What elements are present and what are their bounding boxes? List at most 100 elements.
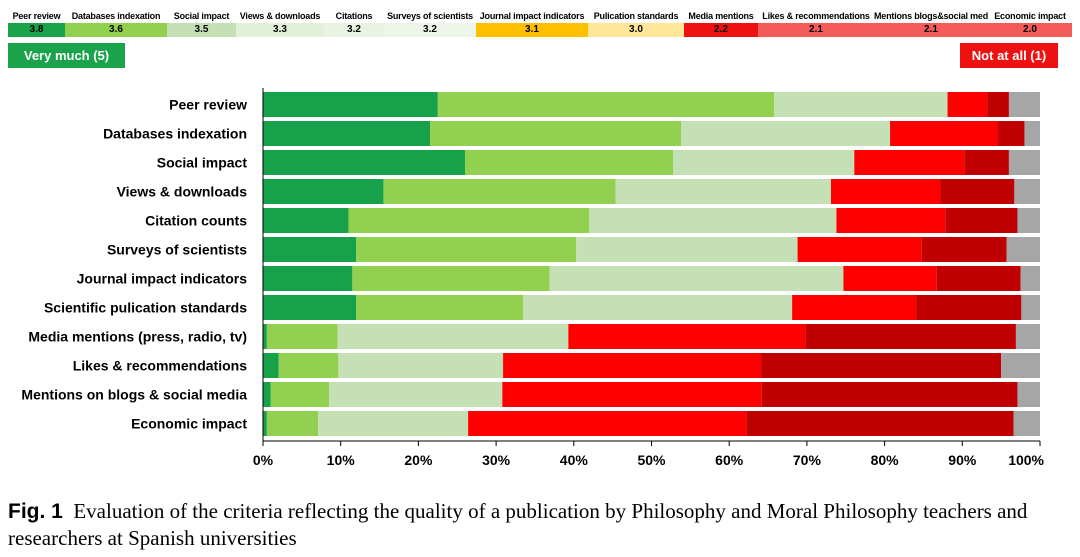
bar-segment bbox=[266, 324, 338, 349]
bar-segment bbox=[1001, 353, 1040, 378]
bar-segment bbox=[263, 353, 279, 378]
x-tick-label: 20% bbox=[404, 452, 433, 468]
bar-segment bbox=[1020, 266, 1040, 291]
bar-segment bbox=[263, 237, 357, 262]
category-label: Likes & recommendations bbox=[73, 358, 247, 374]
score-cell-name: Citations bbox=[335, 11, 373, 21]
bar-segment bbox=[318, 411, 469, 436]
score-cell-name: Mentions blogs&social media bbox=[874, 11, 988, 21]
bar-segment bbox=[1024, 121, 1040, 146]
x-tick-label: 70% bbox=[793, 452, 822, 468]
bar-segment bbox=[1017, 382, 1040, 407]
legend-not-at-all: Not at all (1) bbox=[960, 43, 1058, 68]
bar-segment bbox=[356, 237, 577, 262]
caption-text: Evaluation of the criteria reflecting th… bbox=[8, 499, 1028, 550]
bar-segment bbox=[263, 208, 349, 233]
bar-segment bbox=[1013, 411, 1040, 436]
score-strip: Peer review 3.8 Databases indexation 3.6 Soc… bbox=[8, 8, 1072, 38]
score-cell: Citations 3.2 bbox=[324, 8, 384, 38]
bar-segment bbox=[465, 150, 674, 175]
category-label: Mentions on blogs & social media bbox=[21, 387, 247, 403]
x-tick-label: 90% bbox=[948, 452, 977, 468]
legend-very-much: Very much (5) bbox=[8, 43, 125, 68]
score-cell: Views & downloads 3.3 bbox=[236, 8, 324, 38]
category-label: Social impact bbox=[157, 155, 248, 171]
score-cell-value: 3.2 bbox=[324, 23, 384, 37]
score-cell-value: 2.1 bbox=[758, 23, 874, 37]
bar-segment bbox=[270, 382, 330, 407]
bar-segment bbox=[468, 411, 747, 436]
bar-segment bbox=[502, 382, 762, 407]
bar-segment bbox=[947, 92, 988, 117]
score-cell-name: Databases indexation bbox=[71, 11, 161, 21]
x-tick-label: 100% bbox=[1008, 452, 1044, 468]
figure-caption: Fig. 1 Evaluation of the criteria reflec… bbox=[8, 498, 1072, 551]
bar-segment bbox=[263, 411, 267, 436]
x-tick-label: 10% bbox=[327, 452, 356, 468]
score-cell: Peer review 3.8 bbox=[8, 8, 65, 38]
bar-segment bbox=[1017, 208, 1040, 233]
bar-segment bbox=[916, 295, 1022, 320]
bar-segment bbox=[681, 121, 891, 146]
bar-segment bbox=[266, 411, 319, 436]
category-label: Scientific pulication standards bbox=[44, 300, 247, 316]
score-cell-name: Economic impact bbox=[994, 11, 1066, 21]
bar-segment bbox=[998, 121, 1025, 146]
score-cell-name: Media mentions bbox=[688, 11, 754, 21]
category-label: Surveys of scientists bbox=[107, 242, 247, 258]
score-cell-value: 3.5 bbox=[167, 23, 236, 37]
bar-segment bbox=[964, 150, 1009, 175]
score-cell-value: 3.6 bbox=[65, 23, 167, 37]
category-label: Journal impact indicators bbox=[77, 271, 248, 287]
bar-segment bbox=[352, 266, 550, 291]
bar-segment bbox=[1008, 150, 1040, 175]
x-tick-label: 0% bbox=[253, 452, 274, 468]
score-cell-name: Peer review bbox=[12, 11, 61, 21]
bar-segment bbox=[503, 353, 762, 378]
bar-segment bbox=[278, 353, 339, 378]
bar-segment bbox=[854, 150, 965, 175]
bar-segment bbox=[830, 179, 941, 204]
bar-segment bbox=[263, 295, 357, 320]
bar-segment bbox=[940, 179, 1015, 204]
bar-segment bbox=[936, 266, 1021, 291]
bar-segment bbox=[774, 92, 948, 117]
bar-segment bbox=[263, 179, 384, 204]
bar-segment bbox=[576, 237, 798, 262]
score-cell-name: Likes & recommendations bbox=[762, 11, 870, 21]
stacked-bar-chart: Peer review Databases indexation Social im… bbox=[21, 88, 1045, 468]
x-tick-label: 80% bbox=[871, 452, 900, 468]
score-cell-name: Social impact bbox=[173, 11, 230, 21]
score-cell-value: 2.2 bbox=[684, 23, 758, 37]
bar-segment bbox=[1021, 295, 1040, 320]
score-cell-name: Pulication standards bbox=[593, 11, 679, 21]
category-label: Economic impact bbox=[131, 416, 247, 432]
score-cell-value: 2.0 bbox=[988, 23, 1072, 37]
score-cell-value: 3.8 bbox=[8, 23, 65, 37]
score-cell: Pulication standards 3.0 bbox=[588, 8, 684, 38]
x-tick-label: 60% bbox=[715, 452, 744, 468]
category-label: Media mentions (press, radio, tv) bbox=[28, 329, 247, 345]
bar-segment bbox=[348, 208, 590, 233]
score-cell: Likes & recommendations 2.1 bbox=[758, 8, 874, 38]
bar-segment bbox=[589, 208, 837, 233]
bar-segment bbox=[383, 179, 616, 204]
caption-label: Fig. 1 bbox=[8, 500, 63, 523]
bar-segment bbox=[263, 92, 438, 117]
score-cell-value: 2.1 bbox=[874, 23, 988, 37]
bar-segment bbox=[945, 208, 1018, 233]
bar-segment bbox=[523, 295, 793, 320]
score-cell-name: Surveys of scientists bbox=[387, 11, 473, 21]
bar-segment bbox=[797, 237, 922, 262]
score-cell: Media mentions 2.2 bbox=[684, 8, 758, 38]
bar-segment bbox=[1006, 237, 1040, 262]
bar-segment bbox=[1014, 179, 1040, 204]
score-cell-value: 3.0 bbox=[588, 23, 684, 37]
bar-segment bbox=[356, 295, 524, 320]
bar-segment bbox=[1015, 324, 1040, 349]
bar-segment bbox=[568, 324, 806, 349]
bar-segment bbox=[921, 237, 1007, 262]
bar-segment bbox=[263, 324, 267, 349]
bar-segment bbox=[263, 266, 353, 291]
bar-segment bbox=[329, 382, 503, 407]
